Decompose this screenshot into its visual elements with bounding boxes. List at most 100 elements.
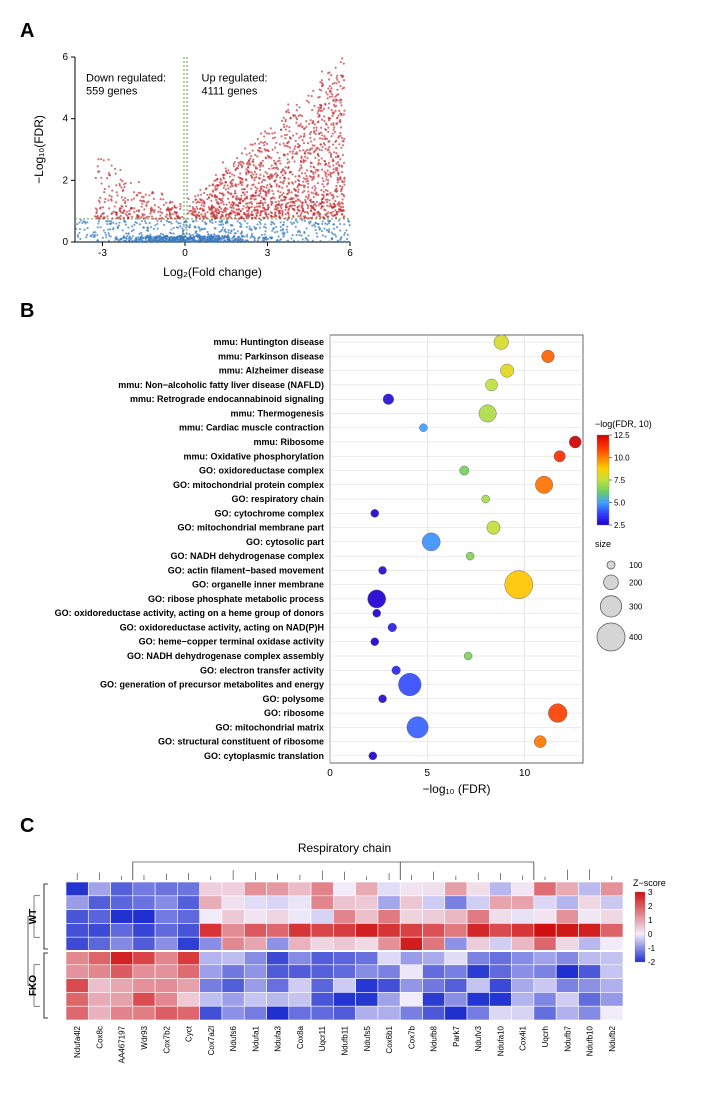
svg-text:−log₁₀ (FDR): −log₁₀ (FDR) xyxy=(422,782,490,796)
svg-text:2: 2 xyxy=(62,175,68,186)
svg-text:Ndufb2: Ndufb2 xyxy=(608,1025,617,1051)
svg-text:3: 3 xyxy=(265,248,271,259)
svg-text:mmu: Thermogenesis: mmu: Thermogenesis xyxy=(230,408,324,418)
svg-text:Ndufv3: Ndufv3 xyxy=(474,1025,483,1051)
svg-text:2: 2 xyxy=(648,902,653,911)
svg-text:10: 10 xyxy=(519,768,531,779)
svg-text:Log₂(Fold change): Log₂(Fold change) xyxy=(163,265,262,279)
svg-text:559 genes: 559 genes xyxy=(86,86,138,98)
svg-text:Park7: Park7 xyxy=(452,1025,461,1046)
svg-text:Uqcrh: Uqcrh xyxy=(541,1026,550,1047)
svg-text:-2: -2 xyxy=(648,958,656,967)
svg-text:mmu: Ribosome: mmu: Ribosome xyxy=(253,437,324,447)
svg-text:Uqcr11: Uqcr11 xyxy=(318,1025,327,1051)
svg-text:Up regulated:: Up regulated: xyxy=(202,73,268,85)
svg-text:GO: cytoplasmic translation: GO: cytoplasmic translation xyxy=(204,751,324,761)
svg-text:−Log₁₀(FDR): −Log₁₀(FDR) xyxy=(32,115,46,184)
svg-text:Ndufb8: Ndufb8 xyxy=(430,1025,439,1051)
svg-text:Ndufb10: Ndufb10 xyxy=(586,1025,595,1056)
svg-text:-1: -1 xyxy=(648,944,656,953)
svg-text:Ndufa4l2: Ndufa4l2 xyxy=(73,1025,82,1058)
svg-text:WT: WT xyxy=(28,909,39,925)
svg-text:Ndufb7: Ndufb7 xyxy=(563,1025,572,1051)
svg-text:Respiratory chain: Respiratory chain xyxy=(298,842,391,855)
svg-text:GO: NADH dehydrogenase complex: GO: NADH dehydrogenase complex xyxy=(170,551,324,561)
svg-text:5.0: 5.0 xyxy=(614,499,626,508)
svg-text:Cox8c: Cox8c xyxy=(95,1026,104,1049)
svg-text:mmu: Oxidative phosphorylation: mmu: Oxidative phosphorylation xyxy=(183,451,324,461)
svg-text:Z−score: Z−score xyxy=(633,878,666,888)
svg-text:Ndufs5: Ndufs5 xyxy=(363,1025,372,1051)
svg-text:12.5: 12.5 xyxy=(614,431,630,440)
svg-text:100: 100 xyxy=(629,561,643,570)
svg-text:4111 genes: 4111 genes xyxy=(202,86,258,98)
svg-text:-3: -3 xyxy=(98,248,107,259)
svg-text:1: 1 xyxy=(648,916,653,925)
svg-text:size: size xyxy=(595,539,611,549)
svg-text:mmu: Cardiac muscle contractio: mmu: Cardiac muscle contraction xyxy=(179,423,324,433)
svg-text:−log(FDR, 10): −log(FDR, 10) xyxy=(595,419,652,429)
svg-text:GO: mitochondrial matrix: GO: mitochondrial matrix xyxy=(215,722,324,732)
svg-text:GO: cytosolic part: GO: cytosolic part xyxy=(246,537,324,547)
svg-text:Cox7b: Cox7b xyxy=(407,1025,416,1049)
panel-c-label: C xyxy=(20,815,693,838)
panel-a: A -3 0 3 6 0 2 4 6 Log₂(Fold change) −Log₁₀(FDR) D… xyxy=(20,20,693,282)
svg-text:FKO: FKO xyxy=(28,975,39,996)
svg-text:Down regulated:: Down regulated: xyxy=(86,73,166,85)
svg-text:200: 200 xyxy=(629,578,643,587)
svg-text:6: 6 xyxy=(347,248,353,259)
svg-text:0: 0 xyxy=(62,237,68,248)
svg-text:Cox8a: Cox8a xyxy=(296,1025,305,1049)
svg-text:4: 4 xyxy=(62,114,68,125)
svg-text:mmu: Parkinson disease: mmu: Parkinson disease xyxy=(218,351,324,361)
svg-text:400: 400 xyxy=(629,633,643,642)
svg-text:GO: mitochondrial membrane par: GO: mitochondrial membrane part xyxy=(177,523,324,533)
svg-text:GO: heme−copper terminal oxida: GO: heme−copper terminal oxidase activit… xyxy=(139,637,324,647)
svg-text:0: 0 xyxy=(327,768,333,779)
svg-text:3: 3 xyxy=(648,888,653,897)
svg-text:Cox4i1: Cox4i1 xyxy=(519,1025,528,1050)
svg-text:GO: oxidoreductase activity, a: GO: oxidoreductase activity, acting on N… xyxy=(120,622,324,632)
svg-text:6: 6 xyxy=(62,52,68,63)
svg-text:GO: oxidoreductase complex: GO: oxidoreductase complex xyxy=(199,466,324,476)
svg-text:7.5: 7.5 xyxy=(614,476,626,485)
svg-text:GO: actin filament−based movem: GO: actin filament−based movement xyxy=(168,565,324,575)
panel-b: B mmu: Huntington disease mmu: Parkinson … xyxy=(20,300,693,797)
svg-text:0: 0 xyxy=(648,930,653,939)
svg-text:mmu: Huntington disease: mmu: Huntington disease xyxy=(213,337,324,347)
bubble-plot: mmu: Huntington disease mmu: Parkinson di… xyxy=(20,327,693,797)
heatmap: Respiratory chain WT FKO Ndufa4l2 Cox8c AA467… xyxy=(20,842,693,1082)
svg-text:Ndufa3: Ndufa3 xyxy=(274,1025,283,1051)
svg-text:Ndufa10: Ndufa10 xyxy=(496,1025,505,1056)
svg-text:mmu: Alzheimer disease: mmu: Alzheimer disease xyxy=(219,366,324,376)
svg-text:GO: ribose phosphate metabolic: GO: ribose phosphate metabolic process xyxy=(148,594,324,604)
svg-text:Wdr93: Wdr93 xyxy=(140,1025,149,1049)
svg-text:Cox6b1: Cox6b1 xyxy=(385,1025,394,1053)
svg-text:GO: organelle inner membrane: GO: organelle inner membrane xyxy=(192,580,324,590)
panel-b-label: B xyxy=(20,300,693,323)
svg-text:Cyct: Cyct xyxy=(185,1025,194,1042)
panel-a-label: A xyxy=(20,20,693,43)
svg-text:GO: generation of precursor me: GO: generation of precursor metabolites … xyxy=(100,680,324,690)
svg-text:Cox7b2: Cox7b2 xyxy=(162,1025,171,1053)
svg-text:GO: respiratory chain: GO: respiratory chain xyxy=(231,494,324,504)
svg-text:mmu: Retrograde endocannabinoi: mmu: Retrograde endocannabinoid signalin… xyxy=(130,394,324,404)
svg-text:mmu: Non−alcoholic fatty liver: mmu: Non−alcoholic fatty liver disease (… xyxy=(118,380,324,390)
svg-text:AA467197: AA467197 xyxy=(118,1025,127,1063)
svg-text:GO: ribosome: GO: ribosome xyxy=(264,708,324,718)
svg-text:GO: oxidoreductase activity, a: GO: oxidoreductase activity, acting on a… xyxy=(55,608,324,618)
svg-text:Ndufa1: Ndufa1 xyxy=(251,1025,260,1051)
panel-c: C Respiratory chain WT FKO Ndufa4l2 Cox8c AA4… xyxy=(20,815,693,1082)
svg-text:GO: NADH dehydrogenase complex: GO: NADH dehydrogenase complex assembly xyxy=(127,651,324,661)
svg-text:0: 0 xyxy=(182,248,188,259)
svg-text:10.0: 10.0 xyxy=(614,454,630,463)
volcano-plot: -3 0 3 6 0 2 4 6 Log₂(Fold change) −Log₁₀(FDR) Dow… xyxy=(20,47,360,282)
svg-text:Cox7a2l: Cox7a2l xyxy=(207,1026,216,1056)
svg-text:Ndufs6: Ndufs6 xyxy=(229,1025,238,1051)
svg-text:GO: polysome: GO: polysome xyxy=(262,694,324,704)
svg-text:2.5: 2.5 xyxy=(614,521,626,530)
svg-text:300: 300 xyxy=(629,602,643,611)
svg-text:Ndufb11: Ndufb11 xyxy=(341,1025,350,1055)
svg-text:GO: cytochrome complex: GO: cytochrome complex xyxy=(214,508,324,518)
svg-text:GO: electron transfer activity: GO: electron transfer activity xyxy=(200,665,324,675)
